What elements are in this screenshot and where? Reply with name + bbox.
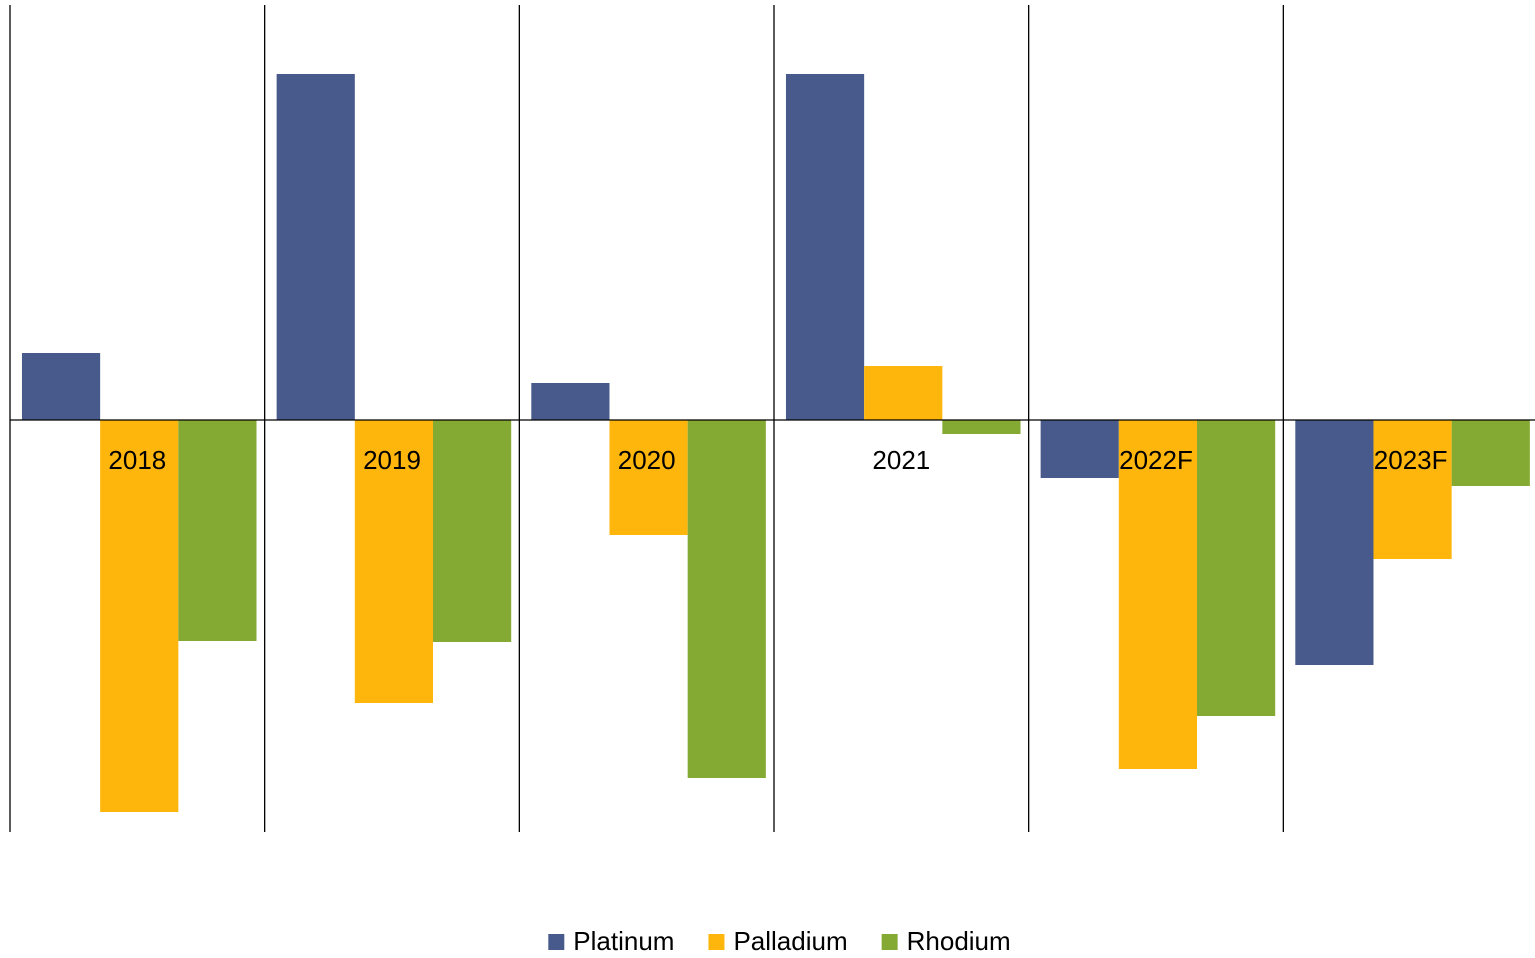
bar <box>21 353 101 420</box>
bar <box>1373 420 1452 559</box>
x-tick-label: 2023F <box>1374 445 1448 475</box>
x-tick-label: 2022F <box>1119 445 1193 475</box>
bar <box>864 366 943 420</box>
bar <box>687 420 766 778</box>
x-tick-label: 2019 <box>363 445 421 475</box>
x-tick-label: 2018 <box>108 445 166 475</box>
bar <box>100 420 179 812</box>
bar <box>609 420 688 535</box>
legend-label: Palladium <box>733 926 847 956</box>
legend-label: Rhodium <box>907 926 1011 956</box>
legend-swatch <box>881 934 898 950</box>
bar <box>1451 420 1530 486</box>
bar <box>433 420 512 642</box>
bar <box>276 74 355 420</box>
legend-swatch <box>708 934 725 950</box>
bar <box>785 74 865 420</box>
bar <box>354 420 434 703</box>
legend-swatch <box>548 934 565 950</box>
bar <box>1197 420 1276 716</box>
legend-label: Platinum <box>573 926 674 956</box>
x-tick-label: 2021 <box>872 445 930 475</box>
bar <box>1040 420 1119 478</box>
bar <box>531 383 610 420</box>
bar <box>1295 420 1374 665</box>
bar <box>178 420 257 641</box>
bar <box>1118 420 1198 769</box>
x-tick-label: 2020 <box>618 445 676 475</box>
bar <box>942 420 1021 434</box>
